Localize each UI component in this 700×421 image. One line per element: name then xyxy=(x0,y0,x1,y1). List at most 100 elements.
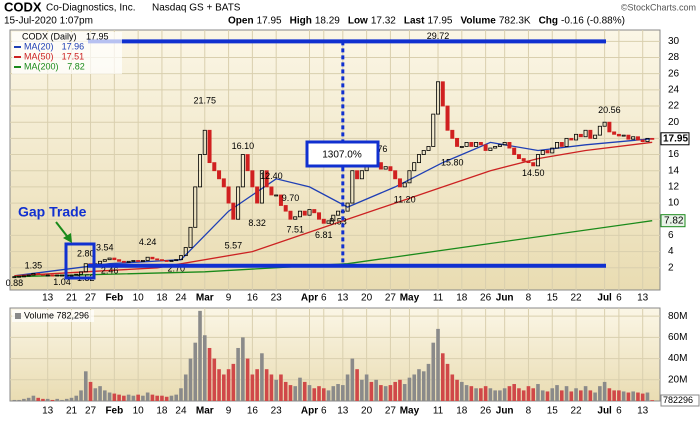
candle xyxy=(174,259,179,262)
volume-bar xyxy=(593,392,597,401)
x-tick-label: 22 xyxy=(570,406,582,417)
volume-bar xyxy=(136,394,140,401)
x-tick-label: 13 xyxy=(637,293,649,304)
volume-bar xyxy=(193,342,198,401)
volume-bar xyxy=(455,379,459,401)
candle xyxy=(307,209,312,216)
candle xyxy=(459,146,464,148)
candle xyxy=(59,274,64,277)
x-tick-label: 13 xyxy=(42,293,54,304)
candle xyxy=(293,216,298,220)
x-tick-label: Apr xyxy=(301,406,318,417)
candle xyxy=(440,81,445,107)
price-annotation: 5.57 xyxy=(225,240,243,250)
volume-bar xyxy=(174,394,179,401)
volume-bar xyxy=(312,388,317,401)
volume-bar xyxy=(255,369,259,401)
x-tick-label: 13 xyxy=(337,406,349,417)
volume-bar xyxy=(355,369,359,401)
volume-bar xyxy=(440,353,445,401)
x-tick-label: Jun xyxy=(496,293,514,304)
x-tick-label: 23 xyxy=(271,406,283,417)
y-tick-label: 20 xyxy=(668,117,680,128)
x-tick-label: 18 xyxy=(156,293,168,304)
gain-label: 1307.0% xyxy=(322,150,362,161)
quote-value: 18.29 xyxy=(315,16,340,27)
candle xyxy=(231,202,236,220)
candle xyxy=(236,186,241,220)
candle xyxy=(12,276,17,279)
volume-bar xyxy=(74,395,79,401)
legend-value: 17.51 xyxy=(62,51,85,61)
volume-bar xyxy=(126,394,131,401)
candle xyxy=(183,247,188,257)
candle xyxy=(493,146,498,149)
y-tick-label: 10 xyxy=(668,198,680,209)
candle xyxy=(74,273,79,276)
y-tick-label: 24 xyxy=(668,84,680,95)
company: Co-Diagnostics, Inc. xyxy=(46,3,135,14)
x-tick-label: 13 xyxy=(42,406,54,417)
volume-bar xyxy=(498,390,502,401)
date: 15-Jul-2020 1:07pm xyxy=(4,16,93,27)
volume-bar xyxy=(283,381,288,401)
candle xyxy=(69,274,74,277)
volume-bar xyxy=(598,386,602,401)
volume-bar xyxy=(22,398,26,401)
y-tick-label: 26 xyxy=(668,68,680,79)
legend-label: MA(20) xyxy=(24,41,54,51)
quote-label: Chg xyxy=(539,16,558,27)
candle xyxy=(274,194,279,197)
volume-bar xyxy=(493,390,497,401)
volume-bar xyxy=(207,347,212,401)
candle xyxy=(350,170,355,204)
volume-bar xyxy=(512,384,516,401)
candle xyxy=(378,162,383,170)
candle xyxy=(478,142,483,146)
price-annotation: 3.54 xyxy=(96,243,114,253)
candle xyxy=(55,274,60,277)
candle xyxy=(650,137,655,140)
price-tag-label: 17.95 xyxy=(663,133,688,144)
candle xyxy=(550,147,555,154)
candle xyxy=(178,255,183,261)
volume-bar xyxy=(317,386,321,401)
volume-legend: Volume 782,296 xyxy=(24,310,89,320)
candle xyxy=(388,166,393,172)
candle xyxy=(397,178,402,188)
candle xyxy=(355,170,360,180)
price-annotation: 1.04 xyxy=(53,277,71,287)
candle xyxy=(159,259,164,262)
volume-bar xyxy=(631,391,635,401)
price-annotation: 2.46 xyxy=(101,265,119,275)
price-annotation: 2.80 xyxy=(77,249,95,259)
volume-bar xyxy=(479,388,483,401)
y-tick-label: 28 xyxy=(668,52,680,63)
price-annotation: 29.72 xyxy=(427,31,450,41)
x-tick-label: 8 xyxy=(526,406,532,417)
candle xyxy=(217,170,222,180)
volume-bar xyxy=(212,358,217,401)
volume-bar xyxy=(179,388,183,401)
price-annotation: 21.75 xyxy=(194,95,217,105)
volume-tag-label: 782296 xyxy=(663,395,693,405)
volume-bar xyxy=(483,386,488,401)
volume-bar xyxy=(650,400,655,401)
volume-bar xyxy=(222,374,226,401)
volume-bar xyxy=(31,395,36,401)
volume-bar xyxy=(645,392,650,401)
x-tick-label: 18 xyxy=(156,406,168,417)
price-annotation: 11.20 xyxy=(394,195,416,205)
y-tick-label: 20M xyxy=(668,374,687,385)
volume-bar xyxy=(112,393,117,401)
candle xyxy=(202,129,207,155)
volume-bar xyxy=(217,369,221,401)
candle xyxy=(250,170,255,188)
x-tick-label: 11 xyxy=(433,293,444,304)
volume-bar xyxy=(474,388,478,401)
candle xyxy=(212,162,217,172)
volume-bar xyxy=(288,385,293,401)
volume-bar xyxy=(393,381,397,401)
volume-bar xyxy=(264,369,269,401)
volume-bar xyxy=(107,392,112,401)
